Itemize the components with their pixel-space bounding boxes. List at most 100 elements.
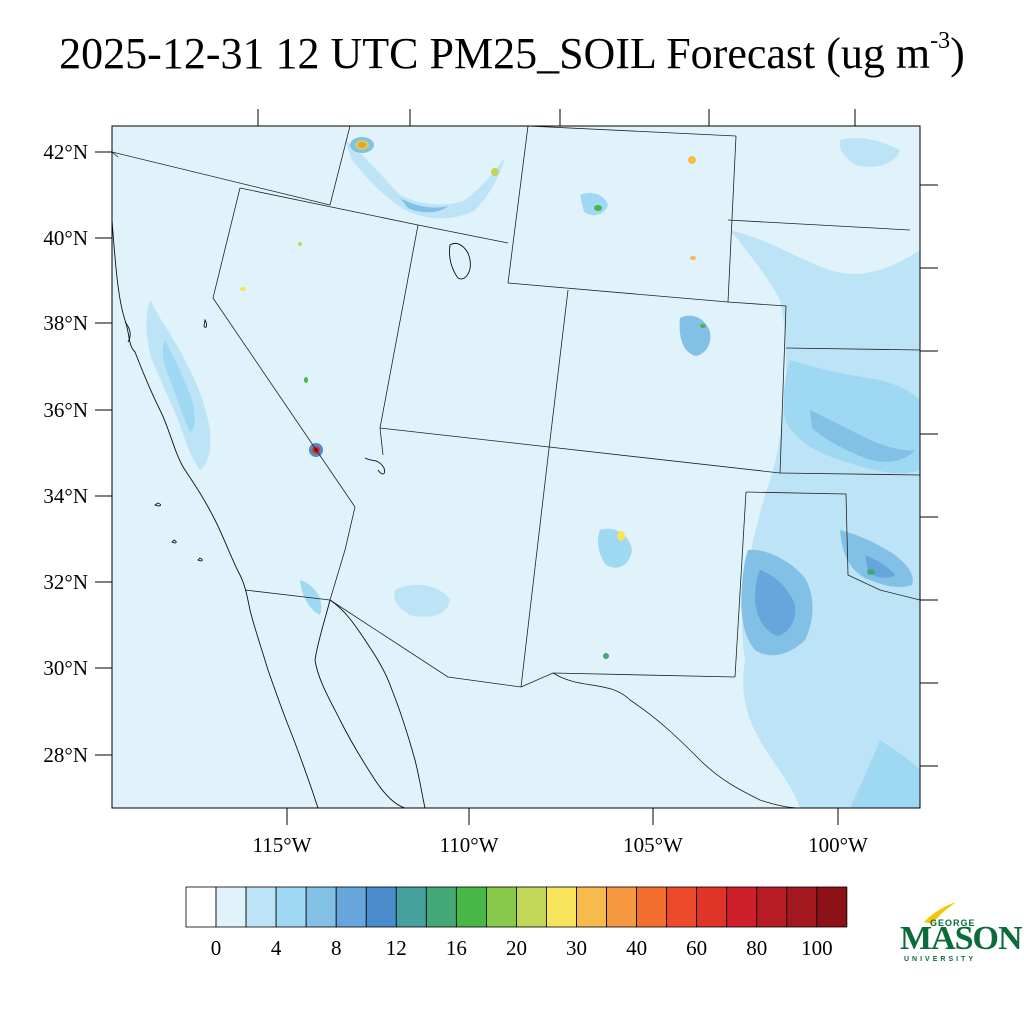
coast-sonora	[391, 689, 426, 808]
hotspot-nm-south	[603, 653, 609, 659]
colorbar-box	[215, 886, 247, 928]
field-gulf-coast	[790, 760, 840, 808]
hotspot-texas	[867, 569, 875, 575]
colorbar-box	[455, 886, 487, 928]
border-co-east	[779, 305, 787, 474]
logo-flame-icon	[924, 902, 956, 924]
colorbar-label: 0	[211, 936, 222, 960]
colorbar-box	[425, 886, 457, 928]
colorbar-box	[696, 886, 728, 928]
colorbar-box	[726, 886, 758, 928]
field-ne-corner	[839, 138, 900, 167]
lat-ticks	[95, 151, 112, 756]
border-mt-wy	[527, 126, 737, 137]
colorbar-boxes	[185, 886, 848, 928]
coast-great-salt-lake	[449, 243, 471, 280]
hotspots	[240, 137, 875, 659]
border-wy-east	[727, 135, 737, 303]
colorbar-box	[756, 886, 788, 928]
logo-university: UNIVERSITY	[904, 956, 977, 963]
lat-label: 34°N	[43, 484, 88, 508]
hotspot-nevada-north	[240, 287, 246, 291]
coast-channel-islands	[154, 502, 203, 562]
field-snake-river	[345, 140, 505, 219]
lat-label: 32°N	[43, 570, 88, 594]
colorbar-label: 20	[506, 936, 527, 960]
border-nm-tx	[734, 491, 747, 678]
colorbar-box	[816, 886, 848, 928]
hotspot-colorado-2	[700, 324, 706, 328]
colorbar-box	[305, 886, 337, 928]
colorbar-labels: 0 4 8 12 16 20 30 40 60 80 100	[211, 936, 833, 960]
lon-label: 110°W	[440, 833, 499, 857]
hotspot-nevada-ne	[298, 242, 302, 246]
border-us-mx-west	[244, 589, 331, 601]
colorbar-box	[245, 886, 277, 928]
logo-george: GEORGE	[930, 918, 976, 928]
hotspot-nm	[617, 531, 625, 541]
lat-label: 28°N	[43, 743, 88, 767]
field-great-plains	[730, 230, 920, 808]
colorbar-box	[666, 886, 698, 928]
colorbar-box	[786, 886, 818, 928]
title-superscript: -3	[930, 28, 951, 55]
lon-labels: 115°W 110°W 105°W 100°W	[253, 833, 869, 857]
coast-california	[112, 219, 319, 808]
lon-label: 100°W	[808, 833, 868, 857]
border-ca-az	[329, 506, 356, 601]
logo-mason: MASON	[900, 920, 1023, 957]
title-close: )	[950, 29, 965, 78]
border-or-id-north	[112, 151, 331, 206]
lon-ticks-top	[257, 109, 856, 126]
lat-label: 40°N	[43, 226, 88, 250]
colorbar-label: 4	[271, 936, 282, 960]
colorbar-label: 40	[626, 936, 647, 960]
colorbar-label: 100	[801, 936, 833, 960]
border-wy-west	[507, 126, 529, 284]
colorbar-box	[335, 886, 367, 928]
colorbar-label: 30	[566, 936, 587, 960]
colorbar-box	[275, 886, 307, 928]
field-az-south	[394, 584, 450, 617]
colorbar-box	[516, 886, 547, 928]
gmu-logo: GEORGE MASON UNIVERSITY	[896, 900, 1023, 970]
colorbar-box	[485, 886, 517, 928]
colorbar-label: 60	[686, 936, 707, 960]
border-or-ca-nv	[112, 151, 119, 158]
colorbar-box	[606, 886, 637, 928]
field-plains-mid	[783, 360, 920, 474]
lon-label: 105°W	[623, 833, 683, 857]
lon-ticks-bottom	[286, 808, 839, 825]
colorbar-label: 80	[746, 936, 767, 960]
colorbar-box	[576, 886, 607, 928]
hotspot-colorado	[690, 256, 696, 260]
coast-sf-bay	[124, 321, 131, 343]
hotspot-wyoming-1	[688, 156, 696, 164]
border-ne-ks	[727, 301, 787, 307]
border-ut-north	[417, 224, 509, 244]
field-snake-river-core	[400, 198, 448, 213]
border-ut-co	[547, 289, 569, 458]
border-four-corners	[379, 427, 781, 474]
colorbar-label: 16	[446, 936, 467, 960]
lat-label: 38°N	[43, 311, 88, 335]
coast-lake-mead	[364, 457, 385, 475]
title-main: 2025-12-31 12 UTC PM25_SOIL Forecast (ug…	[59, 29, 931, 78]
border-az-south	[329, 599, 522, 688]
field-plains-dark	[810, 410, 915, 462]
state-borders	[112, 126, 920, 808]
colorbar-box	[546, 886, 577, 928]
field-south-texas	[830, 640, 902, 771]
field-central-valley-core	[162, 340, 195, 432]
lat-label: 30°N	[43, 656, 88, 680]
lat-label: 42°N	[43, 140, 88, 164]
colorbar-box	[365, 886, 397, 928]
colorbar-label: 8	[331, 936, 342, 960]
coast-lake-tahoe	[203, 318, 207, 328]
border-tx-ok-panhandle	[745, 491, 920, 601]
coast-baja-east	[314, 599, 406, 808]
border-rio-grande	[552, 672, 801, 808]
border-ks-ok	[785, 347, 920, 351]
border-ut-az	[379, 427, 384, 456]
